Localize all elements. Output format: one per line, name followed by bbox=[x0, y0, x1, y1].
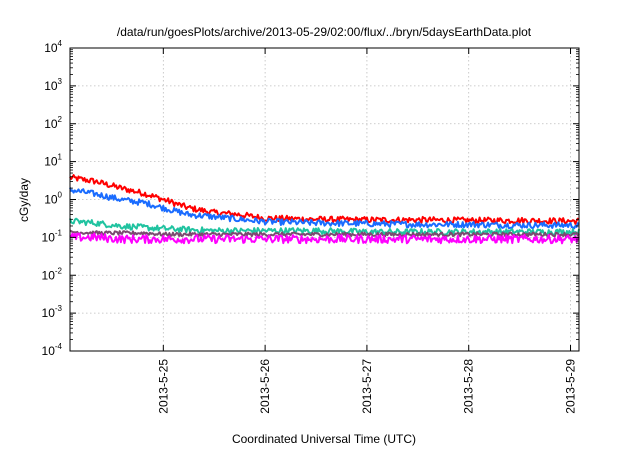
y-axis-label: cGy/day bbox=[17, 178, 31, 222]
y-tick-label: 10-3 bbox=[42, 304, 63, 320]
x-axis-label: Coordinated Universal Time (UTC) bbox=[232, 432, 416, 446]
grid-lines bbox=[70, 48, 579, 351]
series-line bbox=[69, 232, 580, 245]
x-tick-label: 2013-5-26 bbox=[258, 359, 272, 414]
y-tick-label: 10-4 bbox=[42, 342, 63, 358]
y-tick-label: 102 bbox=[44, 115, 62, 131]
series-lines bbox=[69, 174, 580, 245]
y-tick-label: 10-1 bbox=[42, 228, 63, 244]
x-tick-label: 2013-5-27 bbox=[360, 359, 374, 414]
x-tick-label: 2013-5-29 bbox=[564, 359, 578, 414]
y-tick-label: 104 bbox=[44, 39, 62, 55]
series-line bbox=[69, 229, 580, 238]
chart-title: /data/run/goesPlots/archive/2013-05-29/0… bbox=[117, 25, 532, 39]
y-tick-label: 101 bbox=[44, 153, 62, 169]
plot-frame bbox=[69, 47, 580, 352]
y-tick-label: 100 bbox=[44, 191, 62, 207]
x-tick-label: 2013-5-25 bbox=[156, 359, 170, 414]
y-tick-label: 103 bbox=[44, 77, 62, 93]
series-line bbox=[69, 174, 580, 225]
series-line bbox=[69, 187, 580, 230]
y-tick-label: 10-2 bbox=[42, 266, 63, 282]
x-tick-label: 2013-5-28 bbox=[462, 359, 476, 414]
